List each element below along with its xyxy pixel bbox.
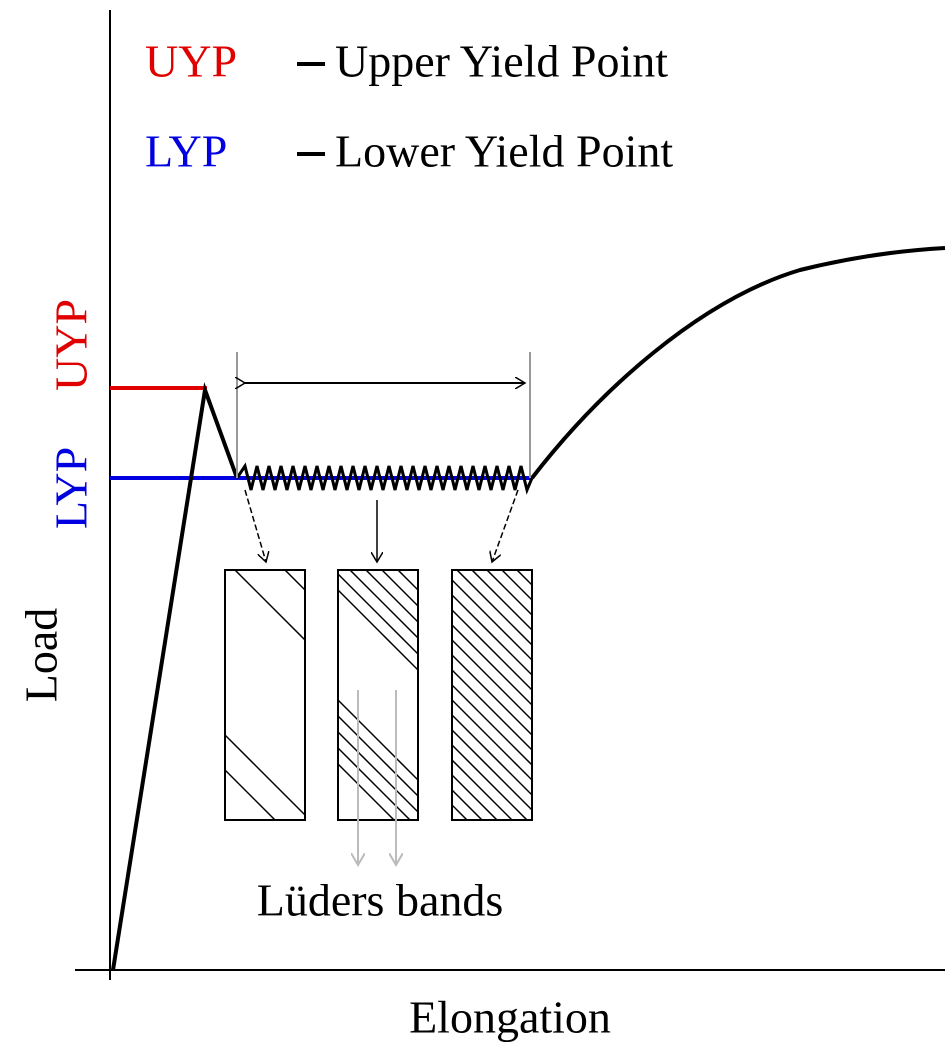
hatch-line xyxy=(338,732,458,852)
hatch-line xyxy=(452,595,572,715)
legend-abbr: LYP xyxy=(145,126,227,177)
hatch-line xyxy=(225,560,345,680)
hatch-line xyxy=(452,655,572,775)
hatch-line xyxy=(338,748,458,868)
hatch-line xyxy=(452,715,572,835)
diagram: UYP Upper Yield Point LYP Lower Yield Po… xyxy=(0,0,949,1050)
pointer-arrow xyxy=(492,490,518,562)
hatch-line xyxy=(452,625,572,745)
hatch-line xyxy=(452,520,572,640)
hatch-line xyxy=(338,526,458,646)
hatch-line xyxy=(452,685,572,805)
hatch-line xyxy=(225,770,345,890)
legend-abbr: UYP xyxy=(145,36,237,87)
hatch-line xyxy=(338,542,458,662)
specimen xyxy=(338,570,418,820)
hatch-line xyxy=(452,550,572,670)
hatch-line xyxy=(338,590,458,710)
x-axis-label: Elongation xyxy=(409,992,611,1043)
hatch-line xyxy=(452,505,572,625)
hatch-line xyxy=(452,580,572,700)
hatch-line xyxy=(452,745,572,865)
hatch-line xyxy=(452,670,572,790)
hatch-line xyxy=(452,730,572,850)
upper-level-label: UYP xyxy=(46,299,97,391)
hatch-line xyxy=(338,574,458,694)
hatch-line xyxy=(452,535,572,655)
hatch-line xyxy=(452,565,572,685)
hatching xyxy=(225,490,572,940)
pointer-arrow xyxy=(245,490,266,562)
lower-level-label: LYP xyxy=(46,447,97,529)
hatch-line xyxy=(338,700,458,820)
hatch-line xyxy=(338,558,458,678)
hatch-line xyxy=(452,610,572,730)
bands-label: Lüders bands xyxy=(257,875,504,926)
hatch-line xyxy=(338,716,458,836)
y-axis-label: Load xyxy=(16,608,67,703)
page: {"legend": [{"abbr": "UYP", "label": "Up… xyxy=(0,0,949,1050)
hatch-line xyxy=(452,640,572,760)
hatch-line xyxy=(225,735,345,855)
hatch-line xyxy=(338,764,458,884)
hatch-line xyxy=(452,700,572,820)
legend-label: Upper Yield Point xyxy=(335,36,668,87)
legend-label: Lower Yield Point xyxy=(335,126,673,177)
